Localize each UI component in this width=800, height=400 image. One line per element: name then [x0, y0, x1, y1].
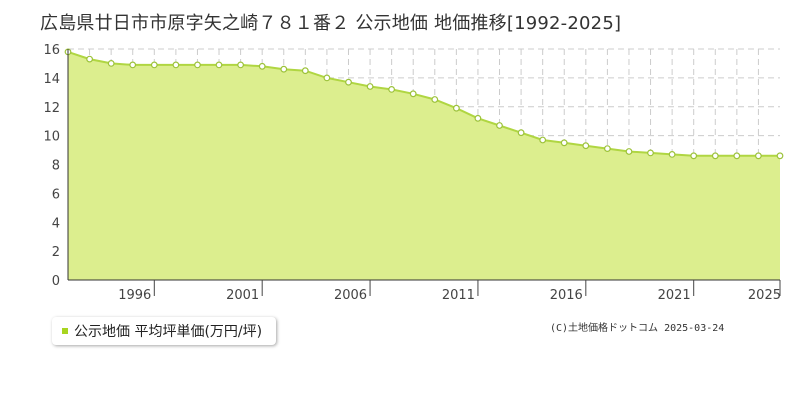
data-point	[474, 114, 482, 122]
copyright-text: (C)土地価格ドットコム 2025-03-24	[550, 323, 725, 334]
data-point	[776, 152, 784, 160]
axes	[67, 49, 780, 281]
data-point	[668, 150, 676, 158]
data-point	[690, 152, 698, 160]
y-tick-label: 14	[43, 72, 60, 87]
legend-swatch	[62, 328, 68, 334]
data-point	[755, 152, 762, 160]
data-point	[301, 67, 309, 75]
y-tick-label: 2	[52, 245, 60, 260]
series-area	[68, 51, 780, 281]
data-point	[604, 145, 611, 153]
y-tick-label: 0	[52, 274, 60, 289]
x-tick-label: 2006	[334, 288, 367, 303]
data-point	[150, 61, 158, 69]
data-point	[496, 122, 503, 129]
data-point	[517, 129, 525, 137]
data-point	[129, 61, 137, 69]
y-tick-label: 4	[52, 216, 60, 231]
y-tick-labels: 0 2 4 6 8 10 12 14 16	[43, 43, 60, 289]
legend-label: 公示地価 平均坪単価(万円/坪)	[74, 324, 263, 340]
data-point	[625, 148, 633, 155]
data-point	[258, 62, 266, 70]
data-point	[366, 83, 374, 90]
data-point	[388, 85, 396, 93]
data-point	[323, 74, 331, 82]
data-point	[280, 65, 288, 73]
data-point	[431, 96, 439, 103]
y-tick-label: 12	[43, 101, 60, 116]
chart-title: 広島県廿日市市原字矢之崎７８１番２ 公示地価 地価推移[1992-2025]	[40, 13, 622, 34]
y-tick-label: 8	[52, 159, 60, 174]
y-tick-label: 16	[43, 43, 60, 58]
data-point	[194, 61, 201, 69]
x-tick-label: 2021	[658, 288, 691, 303]
y-tick-label: 6	[52, 187, 60, 202]
series-line	[67, 50, 780, 157]
series-markers	[64, 48, 784, 160]
data-point	[647, 149, 654, 157]
data-point	[107, 60, 115, 67]
data-point	[582, 142, 590, 150]
data-point	[409, 90, 417, 98]
y-tick-label: 10	[43, 130, 60, 145]
x-tick-label: 2001	[226, 288, 259, 303]
x-tick-label: 1996	[118, 288, 151, 303]
x-tick-label: 2011	[442, 288, 475, 303]
data-point	[539, 136, 547, 144]
x-tick-label: 2016	[550, 288, 583, 303]
data-point	[86, 55, 93, 63]
data-point	[345, 78, 352, 86]
x-tick-labels: 1996 2001 2006 2011 2016 2021 2025	[118, 280, 781, 303]
data-point	[711, 152, 719, 160]
data-point	[453, 104, 460, 112]
legend: 公示地価 平均坪単価(万円/坪)	[52, 317, 277, 345]
x-tick-label: 2025	[748, 288, 781, 303]
data-point	[560, 139, 568, 147]
data-point	[237, 61, 245, 69]
data-point	[733, 152, 741, 160]
data-point	[172, 61, 180, 69]
data-point	[215, 61, 223, 69]
